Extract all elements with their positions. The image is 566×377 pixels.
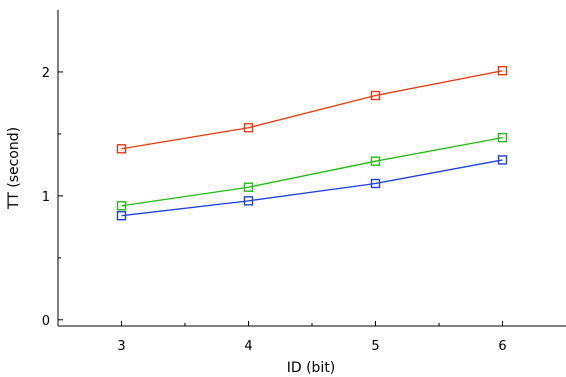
y-axis-label: TT (second): [6, 127, 22, 210]
series-2: [116, 132, 508, 211]
data-point: [116, 201, 127, 211]
data-point: [370, 178, 381, 189]
y-tick-label: 0: [42, 314, 50, 329]
data-point: [370, 156, 381, 166]
data-point: [243, 123, 254, 133]
data-point: [243, 182, 254, 192]
series-1: [116, 66, 508, 154]
data-point: [497, 66, 508, 76]
data-point: [116, 144, 127, 154]
series-line: [121, 70, 503, 150]
y-tick-label: 2: [42, 66, 50, 81]
data-point: [497, 155, 508, 165]
series-group: [116, 66, 508, 221]
x-tick-label: 5: [371, 339, 379, 354]
y-tick-label: 1: [42, 190, 50, 205]
data-point: [116, 211, 127, 221]
x-tick-label: 3: [117, 339, 125, 354]
data-point: [497, 132, 508, 143]
x-tick-label: 6: [498, 339, 506, 354]
axes: 3 4 5 6 0 1 2: [42, 10, 566, 354]
series-3: [116, 155, 508, 221]
data-point: [243, 196, 254, 206]
series-line: [121, 159, 503, 217]
x-axis-label: ID (bit): [287, 360, 336, 376]
x-tick-label: 4: [244, 339, 252, 354]
series-line: [121, 137, 503, 207]
data-point: [370, 90, 381, 101]
